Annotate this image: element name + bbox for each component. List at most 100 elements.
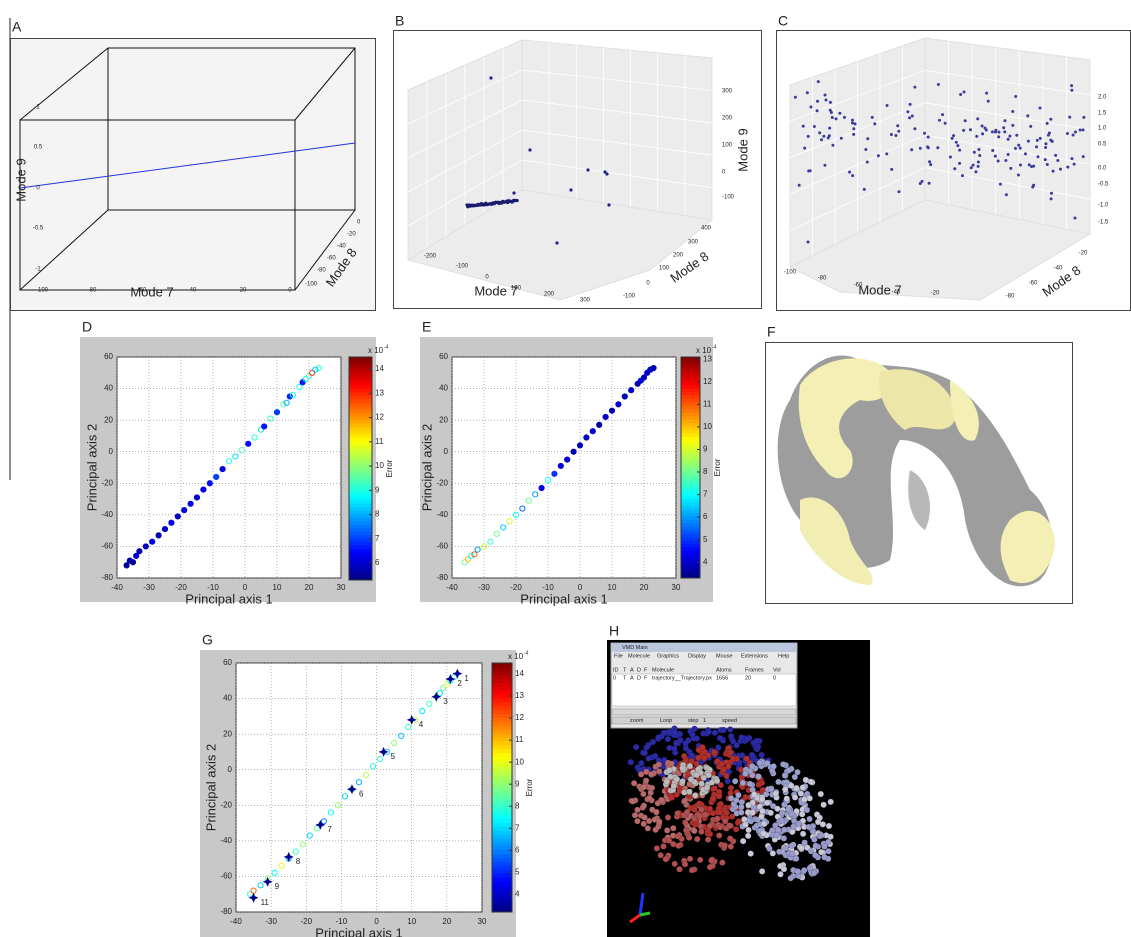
colorbar-step bbox=[681, 574, 700, 579]
column-header: Vol bbox=[773, 667, 781, 673]
atom bbox=[711, 785, 718, 792]
axis-tick-label: 0 bbox=[722, 170, 726, 176]
colorbar-step bbox=[492, 701, 512, 707]
atom bbox=[710, 748, 718, 756]
menu-item[interactable]: Molecule bbox=[628, 653, 650, 659]
cluster-center bbox=[378, 746, 389, 757]
point bbox=[225, 458, 233, 465]
colorbar-step bbox=[681, 550, 700, 555]
colorbar-step bbox=[349, 440, 372, 445]
axis-tick-label: -80 bbox=[88, 288, 97, 294]
atom bbox=[699, 744, 706, 751]
axis-tick-label: 100 bbox=[511, 286, 522, 292]
y-tick-label: 0 bbox=[444, 447, 449, 456]
colorbar-step bbox=[492, 869, 512, 874]
point bbox=[193, 494, 201, 501]
colorbar-step bbox=[681, 474, 700, 479]
colorbar-step bbox=[492, 733, 512, 738]
projection-point bbox=[818, 131, 822, 135]
colorbar-step bbox=[349, 395, 372, 400]
projection-point bbox=[1026, 114, 1030, 118]
y-tick-label: 0 bbox=[228, 765, 233, 774]
colorbar-multiplier: x 10 bbox=[508, 652, 524, 661]
colorbar-tick-label: 11 bbox=[515, 735, 524, 744]
colorbar-step bbox=[492, 791, 512, 796]
atom bbox=[731, 778, 739, 785]
trajectory-line bbox=[19, 142, 356, 189]
y-axis-label: Principal axis 2 bbox=[203, 744, 218, 831]
projection-point bbox=[820, 138, 824, 142]
projection-point bbox=[971, 163, 975, 167]
colorbar-step bbox=[681, 508, 700, 513]
menu-item[interactable]: Mouse bbox=[716, 653, 733, 659]
colorbar-step bbox=[492, 736, 512, 742]
atom bbox=[794, 768, 801, 776]
axis-tick-label: -40 bbox=[188, 288, 197, 294]
point bbox=[271, 869, 278, 876]
y-tick-label: -80 bbox=[101, 573, 113, 582]
playback-control[interactable]: speed bbox=[722, 718, 737, 724]
atom bbox=[735, 818, 742, 825]
colorbar-step bbox=[349, 482, 372, 487]
projection-point bbox=[1070, 157, 1074, 161]
colorbar-step bbox=[681, 374, 700, 379]
atom bbox=[785, 767, 793, 774]
axis-tick-label: -1.5 bbox=[1098, 220, 1109, 226]
menu-item[interactable]: File bbox=[614, 653, 623, 659]
cluster-label: 8 bbox=[296, 857, 301, 866]
colorbar-step bbox=[492, 799, 512, 804]
atom bbox=[664, 735, 672, 743]
point bbox=[608, 407, 616, 414]
colorbar-step bbox=[492, 888, 512, 894]
atom bbox=[640, 820, 647, 828]
projection-point bbox=[997, 130, 1001, 134]
colorbar-step bbox=[681, 505, 700, 510]
projection-point bbox=[975, 134, 979, 138]
projection-point bbox=[936, 146, 940, 150]
colorbar-tick-label: 6 bbox=[703, 512, 708, 521]
projection-point bbox=[928, 160, 932, 164]
atom bbox=[711, 729, 719, 736]
atom bbox=[696, 812, 703, 820]
point bbox=[278, 862, 285, 869]
atom bbox=[675, 842, 682, 849]
playback-control[interactable]: zoom bbox=[630, 718, 644, 724]
colorbar-step bbox=[681, 360, 700, 365]
colorbar-step bbox=[492, 876, 512, 882]
projection-point bbox=[803, 146, 807, 150]
menu-item[interactable]: Help bbox=[778, 653, 789, 659]
atom bbox=[802, 776, 809, 784]
menu-item[interactable]: Graphics bbox=[657, 653, 679, 659]
colorbar-frame bbox=[680, 356, 701, 579]
colorbar-step bbox=[681, 536, 700, 541]
playback-control[interactable]: 1 bbox=[703, 718, 706, 724]
projection-point bbox=[1081, 155, 1085, 159]
atom bbox=[674, 810, 681, 817]
colorbar-step bbox=[492, 826, 512, 831]
projection-point bbox=[972, 150, 976, 154]
projection-point bbox=[981, 132, 985, 136]
point bbox=[133, 552, 140, 560]
axis-name: x bbox=[627, 922, 630, 928]
colorbar-step bbox=[492, 857, 512, 862]
point bbox=[602, 413, 609, 421]
atom bbox=[668, 760, 675, 767]
playback-control[interactable]: step bbox=[688, 718, 698, 724]
projection-point bbox=[801, 124, 805, 128]
projection-point bbox=[1071, 133, 1075, 137]
colorbar-step bbox=[681, 477, 700, 482]
colorbar-step bbox=[349, 492, 372, 497]
projection-point bbox=[953, 167, 957, 171]
projection-point bbox=[807, 169, 811, 173]
point bbox=[299, 841, 306, 848]
colorbar-label: Error bbox=[713, 458, 722, 476]
playback-control[interactable]: Loop bbox=[660, 718, 672, 724]
atom bbox=[666, 767, 673, 774]
menu-item[interactable]: Extensions bbox=[741, 653, 768, 659]
menu-item[interactable]: Display bbox=[688, 653, 706, 659]
x-tick-label: 20 bbox=[640, 583, 649, 592]
colorbar-step bbox=[492, 787, 512, 792]
axis-tick-label: -40 bbox=[892, 290, 901, 296]
projection-point bbox=[1013, 146, 1017, 150]
atom bbox=[772, 790, 780, 797]
